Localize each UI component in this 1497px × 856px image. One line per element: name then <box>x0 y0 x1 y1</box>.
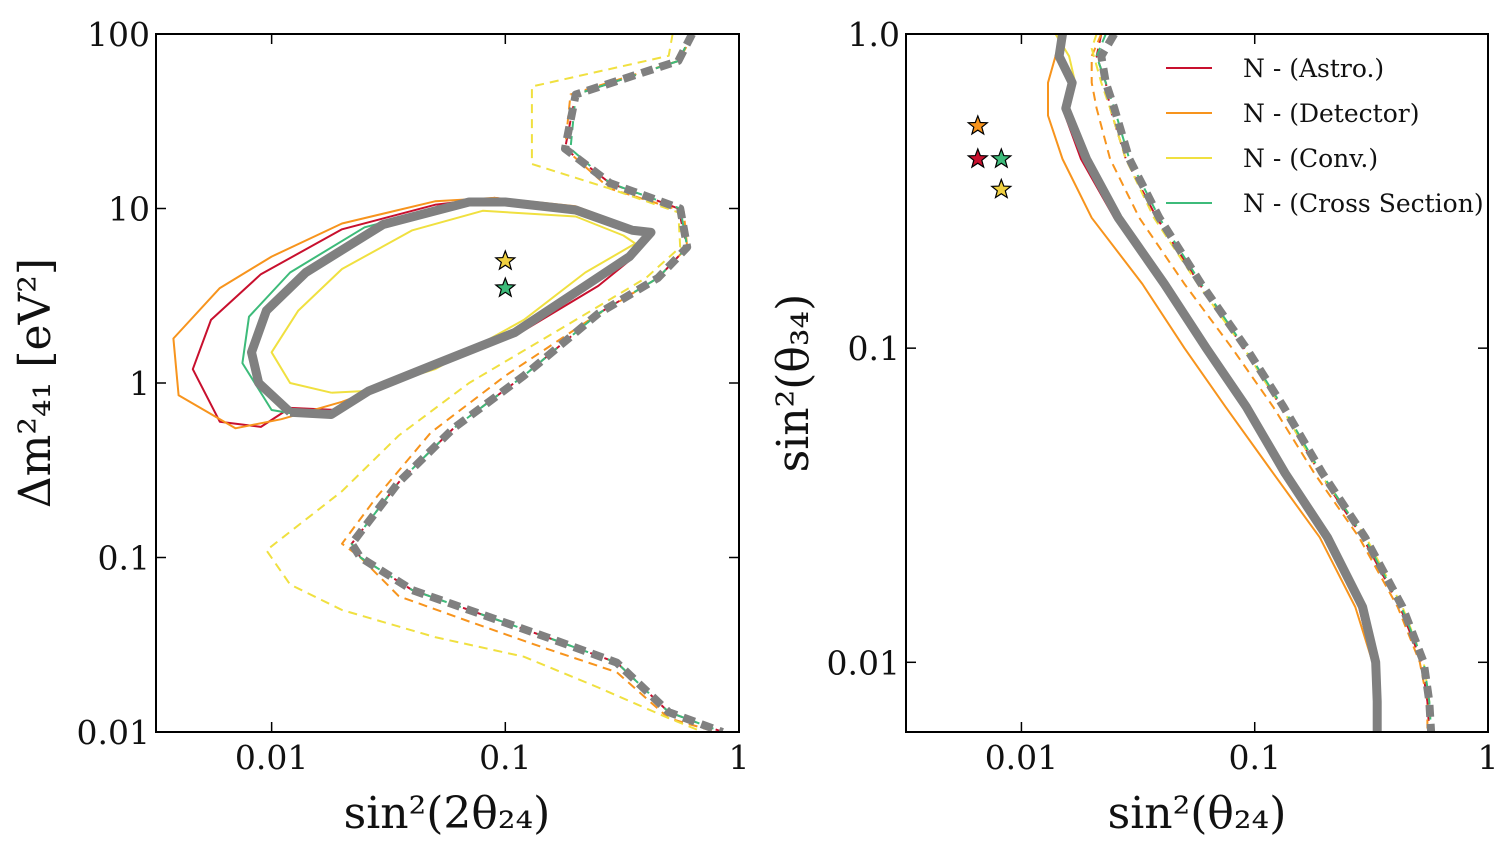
legend-label-0: N - (Astro.) <box>1243 54 1384 83</box>
right-x-tick-label-0: 0.01 <box>985 738 1058 777</box>
legend: N - (Astro.) N - (Detector) N - (Conv.) N -… <box>1166 54 1484 218</box>
right-x-tick-label-2: 1 <box>1478 738 1497 777</box>
left-series-line-9 <box>347 34 724 732</box>
legend-label-2: N - (Conv.) <box>1243 144 1378 173</box>
left-y-axis-label-text: Δm²₄₁ [eV²] <box>10 258 61 508</box>
right-x-axis-label-text: sin²(θ₂₄) <box>1108 788 1287 839</box>
right-y-axis-label: sin²(θ₃₄) <box>768 294 819 473</box>
left-y-tick-label-4: 100 <box>87 15 150 54</box>
right-series-line-3 <box>1090 34 1429 732</box>
right-series-line-1 <box>1095 34 1431 732</box>
right-star-marker-2 <box>990 147 1013 169</box>
left-x-axis-label: sin²(2θ₂₄) <box>344 788 551 839</box>
right-y-axis-label-text: sin²(θ₃₄) <box>768 294 819 473</box>
left-ticks-group: 0.01 0.1 1 0.01 0.1 1 10 100 <box>77 15 750 777</box>
right-star-marker-0 <box>966 114 989 136</box>
right-x-axis-label: sin²(θ₂₄) <box>1108 788 1287 839</box>
left-series-line-1 <box>350 34 723 732</box>
left-y-tick-label-2: 1 <box>129 364 150 403</box>
left-series-line-7 <box>350 34 723 732</box>
right-y-tick-label-0: 0.01 <box>827 643 900 682</box>
right-x-tick-label-1: 0.1 <box>1228 738 1280 777</box>
left-y-tick-label-0: 0.01 <box>77 713 150 752</box>
right-series-line-2 <box>1047 34 1380 732</box>
right-plot-frame <box>905 33 1489 733</box>
left-x-tick-label-2: 1 <box>729 738 750 777</box>
right-series-line-0 <box>1054 34 1377 732</box>
right-y-tick-label-2: 1.0 <box>848 15 900 54</box>
left-y-axis-label: Δm²₄₁ [eV²] <box>10 258 61 508</box>
left-x-axis-label-text: sin²(2θ₂₄) <box>344 788 551 839</box>
right-series-line-7 <box>1095 34 1433 732</box>
right-series-line-6 <box>1058 34 1382 732</box>
left-plot-frame <box>155 33 740 733</box>
right-chart-panel: 0.01 0.1 1 0.01 0.1 1.0 sin²(θ₂₄) sin²(θ₃₄) N… <box>768 15 1497 839</box>
right-y-tick-label-1: 0.1 <box>848 329 900 368</box>
left-x-tick-label-0: 0.01 <box>235 738 308 777</box>
left-star-marker-1 <box>494 276 517 298</box>
right-series-line-8 <box>1054 34 1382 732</box>
left-series-line-2 <box>172 196 652 430</box>
left-series-group <box>172 34 724 732</box>
left-chart-panel: 0.01 0.1 1 0.01 0.1 1 10 100 sin²(2θ₂₄) Δm²₄₁ [… <box>10 15 750 839</box>
left-y-tick-label-1: 0.1 <box>98 539 150 578</box>
left-y-tick-label-3: 10 <box>108 190 150 229</box>
right-series-line-9 <box>1097 34 1436 732</box>
right-ticks-group: 0.01 0.1 1 0.01 0.1 1.0 <box>827 15 1497 777</box>
right-star-marker-3 <box>990 177 1013 199</box>
legend-label-3: N - (Cross Section) <box>1243 189 1484 218</box>
left-series-line-6 <box>241 201 650 416</box>
left-x-tick-label-1: 0.1 <box>479 738 531 777</box>
left-star-marker-0 <box>494 249 517 271</box>
legend-label-1: N - (Detector) <box>1243 99 1419 128</box>
right-series-line-5 <box>1090 34 1433 732</box>
left-series-line-3 <box>341 34 717 732</box>
left-series-line-8 <box>247 197 656 419</box>
right-series-group <box>1047 34 1436 732</box>
left-stars-group <box>494 249 517 298</box>
right-star-marker-1 <box>966 147 989 169</box>
left-series-line-5 <box>265 34 704 732</box>
right-stars-group <box>966 114 1013 199</box>
